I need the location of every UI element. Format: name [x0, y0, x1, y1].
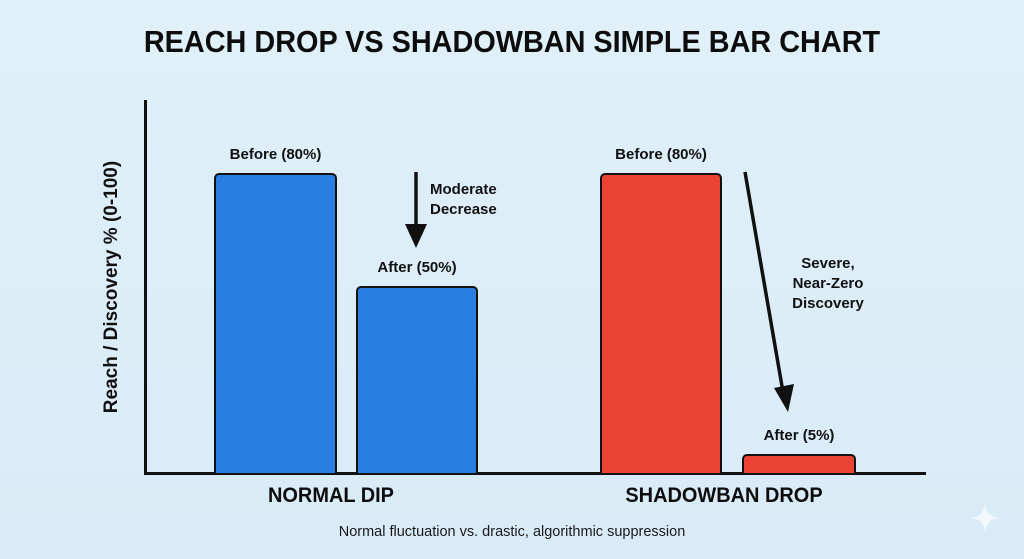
- annotation-moderate-decrease: Moderate Decrease: [430, 180, 497, 220]
- bar-label-shadowban-before: Before (80%): [615, 146, 707, 163]
- bar-label-normal-before: Before (80%): [229, 146, 322, 163]
- bar-normal-after: [356, 285, 478, 473]
- arrow-diagonal-down-icon: [743, 171, 794, 412]
- annotation-line: Severe,: [801, 255, 855, 272]
- annotation-line: Discovery: [792, 295, 864, 312]
- sparkle-icon: [970, 503, 1000, 533]
- chart-title: REACH DROP VS SHADOWBAN SIMPLE BAR CHART: [143, 24, 881, 59]
- y-axis-label: Reach / Discovery % (0-100): [101, 160, 122, 414]
- x-axis: [144, 472, 926, 475]
- chart-caption: Normal fluctuation vs. drastic, algorith…: [338, 524, 686, 540]
- annotation-severe-discovery: Severe, Near-Zero Discovery: [792, 254, 864, 314]
- bar-label-shadowban-after: After (5%): [763, 427, 835, 445]
- bar-label-normal-after: After (50%): [377, 258, 457, 276]
- bar-shadowban-before: [600, 173, 722, 473]
- y-axis: [144, 100, 147, 474]
- arrow-down-icon: [405, 172, 427, 248]
- annotation-line: Decrease: [430, 201, 497, 218]
- category-label-shadowban-drop: SHADOWBAN DROP: [625, 484, 823, 507]
- annotation-line: Near-Zero: [792, 275, 864, 292]
- bar-shadowban-after: [742, 454, 856, 473]
- category-label-normal-dip: NORMAL DIP: [268, 484, 394, 507]
- bar-normal-before: [214, 173, 337, 473]
- annotation-line: Moderate: [430, 181, 497, 198]
